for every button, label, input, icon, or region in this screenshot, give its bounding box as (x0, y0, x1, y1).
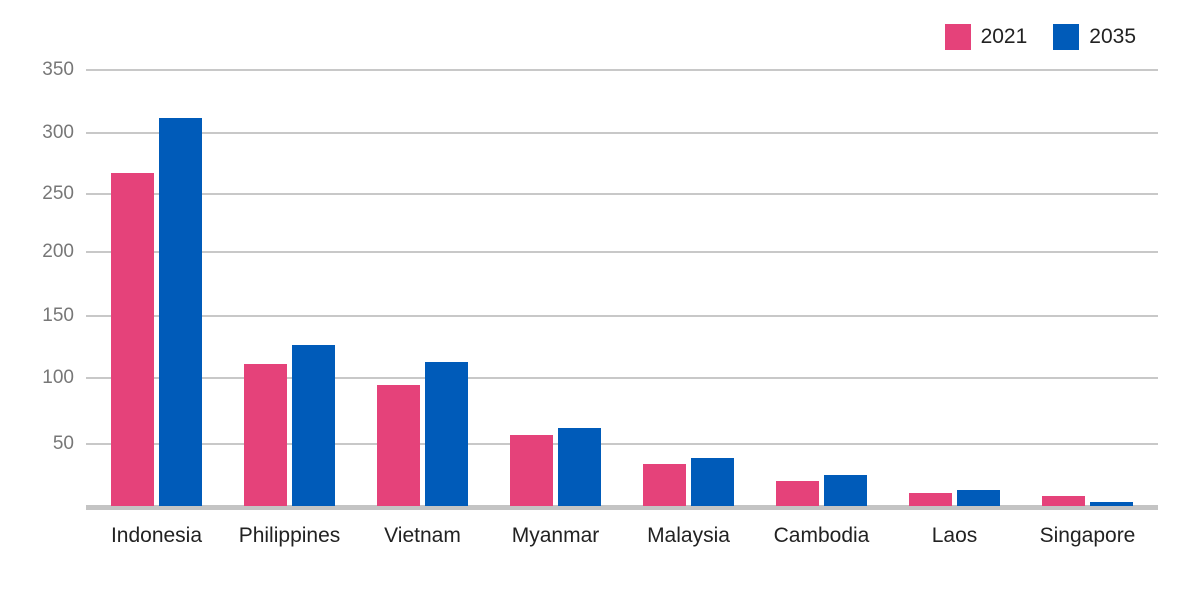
legend-item-2021: 2021 (944, 24, 1028, 50)
legend-label-2035: 2035 (1089, 25, 1136, 48)
x-tick-label: Vietnam (384, 524, 461, 547)
y-tick-label: 200 (42, 241, 74, 262)
bar-malaysia-2035 (691, 458, 734, 506)
x-tick-label: Laos (931, 524, 978, 547)
bar-singapore-2035 (1090, 501, 1133, 506)
bar-myanmar-2035 (558, 428, 601, 506)
gridline (86, 69, 1158, 71)
legend-swatch-2021 (944, 24, 971, 50)
bar-laos-2035 (957, 490, 1000, 506)
bar-philippines-2035 (292, 344, 335, 506)
legend: 2021 2035 (944, 24, 1136, 50)
y-tick-label: 150 (42, 305, 74, 326)
legend-label-2021: 2021 (980, 25, 1028, 48)
bar-vietnam-2021 (377, 384, 420, 506)
x-tick-label: Indonesia (110, 524, 203, 547)
bar-myanmar-2021 (510, 434, 553, 506)
x-tick-label: Singapore (1039, 524, 1136, 547)
y-tick-label: 300 (42, 122, 74, 143)
x-tick-label: Malaysia (647, 524, 730, 547)
x-tick-label: Myanmar (511, 524, 600, 547)
bar-malaysia-2021 (643, 464, 686, 506)
y-tick-label: 100 (42, 367, 74, 388)
x-tick-label: Cambodia (773, 524, 870, 547)
bar-indonesia-2021 (111, 173, 154, 506)
gridline (86, 443, 1158, 445)
gridline (86, 193, 1158, 195)
bar-singapore-2021 (1042, 496, 1085, 506)
legend-swatch-2035 (1053, 24, 1080, 50)
bar-cambodia-2021 (776, 481, 819, 506)
gridline (86, 377, 1158, 379)
x-axis-baseline (86, 505, 1158, 510)
gridline (86, 251, 1158, 253)
y-tick-label: 250 (42, 183, 74, 204)
bar-laos-2021 (909, 492, 952, 506)
gridline (86, 132, 1158, 134)
y-tick-label: 350 (42, 59, 74, 80)
y-tick-label: 50 (52, 433, 74, 454)
bar-philippines-2021 (244, 364, 287, 506)
bar-cambodia-2035 (824, 474, 867, 506)
bar-indonesia-2035 (159, 117, 202, 506)
legend-item-2035: 2035 (1053, 24, 1136, 50)
gridline (86, 315, 1158, 317)
x-tick-label: Philippines (238, 524, 341, 547)
bar-vietnam-2035 (425, 361, 468, 506)
